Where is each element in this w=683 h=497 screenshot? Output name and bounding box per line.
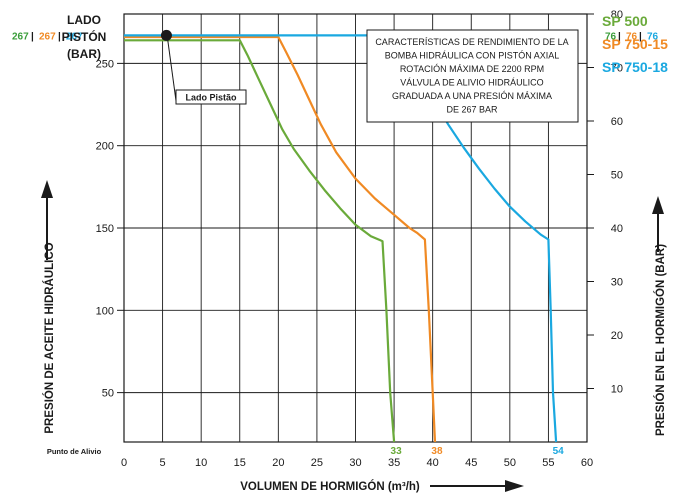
series-line-0 xyxy=(124,39,396,443)
right-tick-label: 80 xyxy=(611,9,623,21)
x-tick-label: 60 xyxy=(581,457,593,469)
left-tick-label: 100 xyxy=(96,305,114,317)
right-axis-title: PRESIÓN EN EL HORMIGÓN (BAR) xyxy=(654,244,667,436)
left-axis-title: PRESIÓN DE ACEITE HIDRÁULICO xyxy=(43,242,56,433)
x-tick-label: 55 xyxy=(542,457,554,469)
legend-entry: SP 750-18 xyxy=(602,59,668,75)
x-tick-label: 40 xyxy=(427,457,439,469)
right-tick-label: 50 xyxy=(611,170,623,182)
x-tick-label: 0 xyxy=(121,457,127,469)
right-pressure-mark: 76 xyxy=(605,31,617,42)
left-tick-label: 200 xyxy=(96,141,114,153)
annotation-line: BOMBA HIDRÁULICA CON PISTÓN AXIAL xyxy=(385,51,560,61)
x-tick-label: 25 xyxy=(311,457,323,469)
x-tick-label: 50 xyxy=(504,457,516,469)
series-end-label: 38 xyxy=(431,446,443,457)
annotation-line: DE 267 BAR xyxy=(446,105,498,115)
right-tick-label: 40 xyxy=(611,223,623,235)
x-axis-arrow-head xyxy=(505,480,524,492)
piston-side-marker xyxy=(160,29,172,41)
x-axis-title: VOLUMEN DE HORMIGÓN (m³/h) xyxy=(240,480,420,493)
right-pressure-mark: 76 xyxy=(626,31,638,42)
x-tick-label: 5 xyxy=(160,457,166,469)
x-tick-label: 20 xyxy=(272,457,284,469)
relief-point-label: Punto de Alivio xyxy=(47,447,102,456)
left-axis-arrow-head xyxy=(41,180,53,198)
x-tick-label: 30 xyxy=(349,457,361,469)
annotation-box xyxy=(366,29,579,123)
mark-separator: | xyxy=(618,31,621,42)
legend-entry: SP 500 xyxy=(602,13,648,29)
left-axis-title-line: (BAR) xyxy=(67,47,101,61)
left-tick-label: 50 xyxy=(102,388,114,400)
right-pressure-mark: 76 xyxy=(647,31,659,42)
right-tick-label: 60 xyxy=(611,116,623,128)
mark-separator: | xyxy=(58,31,61,42)
annotation-line: CARACTERÍSTICAS DE RENDIMIENTO DE LA xyxy=(375,37,568,47)
right-axis-arrow-head xyxy=(652,196,664,214)
piston-label: Lado Pistão xyxy=(185,93,237,103)
axes-layer: 5010015020025030010203040506070800510152… xyxy=(96,9,623,469)
x-tick-label: 10 xyxy=(195,457,207,469)
left-axis-title-line: PISTÓN xyxy=(62,29,107,44)
series-end-label: 33 xyxy=(391,446,403,457)
piston-marker-leader xyxy=(165,30,177,105)
right-tick-label: 20 xyxy=(611,330,623,342)
x-tick-label: 15 xyxy=(234,457,246,469)
legend-entry: SP 750-15 xyxy=(602,36,668,52)
left-pressure-mark: 267 xyxy=(12,31,29,42)
right-tick-label: 70 xyxy=(611,63,623,75)
annotation-line: ROTACIÓN MÁXIMA DE 2200 RPM xyxy=(400,64,544,74)
left-tick-label: 150 xyxy=(96,223,114,235)
right-tick-label: 30 xyxy=(611,277,623,289)
mark-separator: | xyxy=(31,31,34,42)
x-tick-label: 45 xyxy=(465,457,477,469)
left-tick-label: 250 xyxy=(96,58,114,70)
left-pressure-mark: 267 xyxy=(39,31,56,42)
series-line-1 xyxy=(124,35,437,443)
left-axis-title-line: LADO xyxy=(67,13,101,27)
piston-label-box xyxy=(175,89,247,105)
x-tick-label: 35 xyxy=(388,457,400,469)
annotation-line: GRADUADA A UNA PRESIÓN MÁXIMA xyxy=(392,91,552,101)
mark-separator: | xyxy=(639,31,642,42)
annotation-line: VÁLVULA DE ALIVIO HIDRÁULICO xyxy=(400,78,543,88)
right-tick-label: 10 xyxy=(611,384,623,396)
left-pressure-mark: 267 xyxy=(66,31,83,42)
series-end-label: 54 xyxy=(553,446,565,457)
